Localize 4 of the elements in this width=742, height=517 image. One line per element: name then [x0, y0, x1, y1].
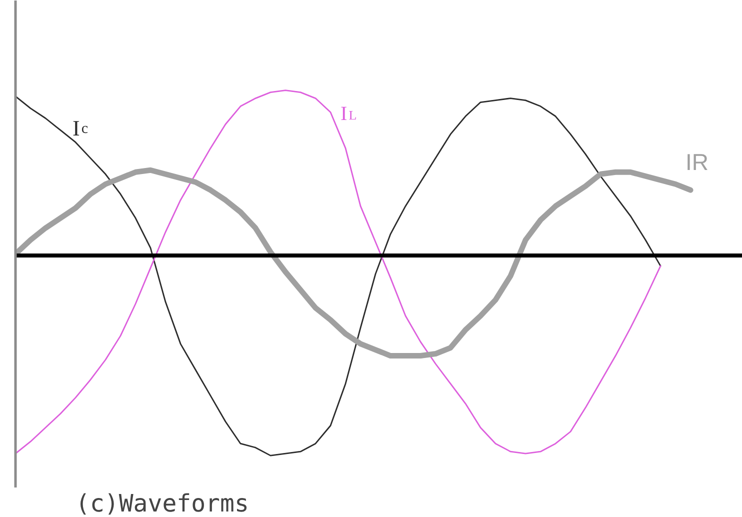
series-label: IL	[340, 103, 357, 126]
text: (c)Waveforms	[76, 490, 249, 517]
series-label: Ic	[72, 116, 88, 141]
series-label: IR	[686, 149, 709, 176]
